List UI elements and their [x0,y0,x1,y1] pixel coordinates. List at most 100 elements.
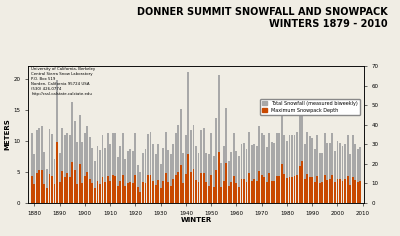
Bar [276,176,278,203]
Bar [59,152,60,203]
Bar [56,80,58,203]
Bar [36,130,38,203]
Bar [233,133,235,203]
Bar [165,132,167,203]
Bar [124,159,126,203]
Bar [324,175,326,203]
Bar [296,175,298,203]
Bar [240,179,242,203]
Bar [71,102,73,203]
Bar [177,125,179,203]
Bar [99,184,101,203]
Bar [238,156,240,203]
Bar [96,181,98,203]
Bar [349,185,351,203]
Bar [64,135,66,203]
Bar [198,153,200,203]
Bar [112,133,114,203]
Bar [271,181,273,203]
Bar [64,177,66,203]
Bar [119,181,121,203]
Bar [228,161,230,203]
Bar [180,165,182,203]
Bar [240,144,242,203]
Bar [344,179,346,203]
Bar [263,177,265,203]
Bar [81,142,83,203]
Bar [190,172,192,203]
Bar [102,177,104,203]
Bar [96,146,98,203]
Bar [314,149,316,203]
Bar [278,176,280,203]
Bar [291,177,293,203]
Bar [142,152,144,203]
Bar [339,179,341,203]
Bar [165,173,167,203]
Bar [230,152,232,203]
Bar [33,184,35,203]
Bar [278,133,280,203]
Bar [261,133,263,203]
Bar [236,151,237,203]
Bar [162,181,164,203]
Bar [329,179,331,203]
Bar [122,175,124,203]
Bar [253,179,255,203]
Bar [261,175,263,203]
X-axis label: WINTER: WINTER [180,217,212,223]
Bar [192,169,194,203]
Bar [332,175,333,203]
Bar [177,172,179,203]
Bar [188,72,189,203]
Bar [243,179,245,203]
Bar [31,133,33,203]
Bar [109,144,111,203]
Bar [210,133,212,203]
Bar [134,133,136,203]
Text: University of California, Berkeley
Central Sierra Snow Laboratory
P.O. Box 519
N: University of California, Berkeley Centr… [31,67,96,96]
Bar [336,141,338,203]
Bar [132,183,134,203]
Bar [92,183,93,203]
Bar [347,176,348,203]
Bar [339,143,341,203]
Bar [273,181,275,203]
Bar [172,179,174,203]
Bar [155,154,156,203]
Bar [301,161,303,203]
Bar [311,138,313,203]
Bar [188,154,189,203]
Bar [48,129,50,203]
Bar [129,182,131,203]
Bar [192,125,194,203]
Bar [107,176,108,203]
Bar [309,136,311,203]
Bar [66,173,68,203]
Bar [236,183,237,203]
Bar [352,135,354,203]
Bar [243,143,245,203]
Bar [326,143,328,203]
Bar [76,184,78,203]
Bar [256,181,258,203]
Bar [281,164,283,203]
Bar [69,135,71,203]
Bar [347,135,348,203]
Bar [33,154,35,203]
Bar [324,133,326,203]
Bar [38,128,40,203]
Bar [215,170,217,203]
Bar [276,133,278,203]
Bar [94,188,96,203]
Bar [167,150,169,203]
Bar [334,151,336,203]
Bar [137,165,139,203]
Bar [205,182,207,203]
Bar [66,133,68,203]
Bar [99,150,101,203]
Bar [147,175,149,203]
Bar [352,177,354,203]
Bar [71,162,73,203]
Bar [107,133,108,203]
